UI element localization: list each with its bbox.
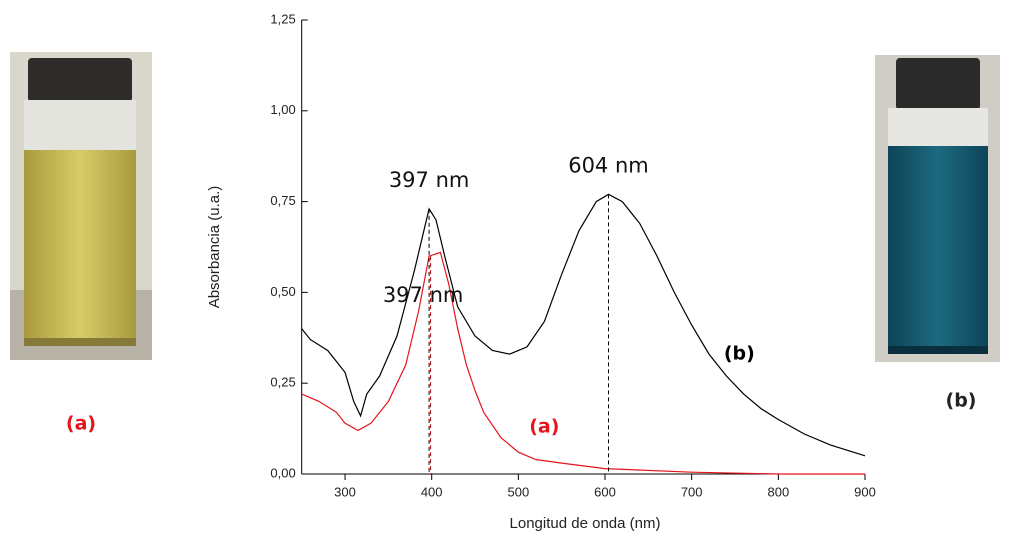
x-tick-label: 300 xyxy=(334,484,356,499)
y-tick-label: 0,25 xyxy=(270,375,295,390)
photo-caption: (b) xyxy=(946,390,977,412)
x-tick-label: 800 xyxy=(767,484,789,499)
y-tick-label: 0,50 xyxy=(270,284,295,299)
y-tick-label: 1,00 xyxy=(270,102,295,117)
x-tick-label: 900 xyxy=(854,484,876,499)
photo-a xyxy=(10,52,152,360)
series-line xyxy=(301,193,866,457)
y-axis-label: Absorbancia (u.a.) xyxy=(206,186,223,309)
y-tick-label: 0,75 xyxy=(270,193,295,208)
photo-caption: (a) xyxy=(66,413,96,435)
series-label: (b) xyxy=(724,343,755,365)
photo-b xyxy=(875,55,1000,362)
y-tick-label: 0,00 xyxy=(270,465,295,480)
series-line xyxy=(301,251,865,475)
y-tick-label: 1,25 xyxy=(270,11,295,26)
annotation: 397 nm xyxy=(383,283,464,307)
x-tick-label: 500 xyxy=(508,484,530,499)
x-tick-label: 700 xyxy=(681,484,703,499)
x-axis-label: Longitud de onda (nm) xyxy=(510,515,661,532)
annotation: 604 nm xyxy=(568,153,649,177)
x-tick-label: 400 xyxy=(421,484,443,499)
series-label: (a) xyxy=(529,415,559,437)
annotation: 397 nm xyxy=(389,168,470,192)
x-tick-label: 600 xyxy=(594,484,616,499)
